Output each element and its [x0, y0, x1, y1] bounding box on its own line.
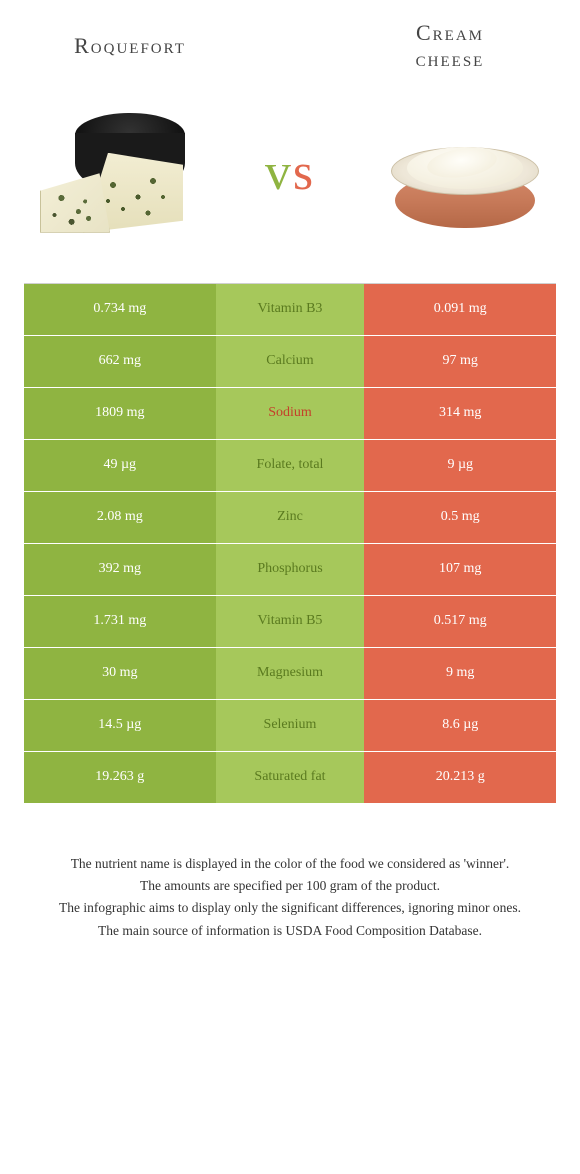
right-value: 314 mg: [364, 388, 556, 439]
food-right-line1: Cream: [416, 20, 484, 45]
left-value: 49 µg: [24, 440, 216, 491]
food-right-line2: cheese: [416, 46, 485, 71]
nutrient-name: Phosphorus: [216, 544, 365, 595]
roquefort-illustration: [35, 103, 195, 243]
table-row: 662 mgCalcium97 mg: [24, 336, 556, 388]
right-value: 107 mg: [364, 544, 556, 595]
right-value: 20.213 g: [364, 752, 556, 803]
left-value: 2.08 mg: [24, 492, 216, 543]
left-value: 1.731 mg: [24, 596, 216, 647]
left-value: 662 mg: [24, 336, 216, 387]
nutrient-name: Selenium: [216, 700, 365, 751]
left-value: 392 mg: [24, 544, 216, 595]
nutrient-name: Vitamin B5: [216, 596, 365, 647]
left-value: 1809 mg: [24, 388, 216, 439]
table-row: 0.734 mgVitamin B30.091 mg: [24, 284, 556, 336]
footer-line: The nutrient name is displayed in the co…: [40, 854, 540, 874]
table-row: 30 mgMagnesium9 mg: [24, 648, 556, 700]
nutrient-name: Vitamin B3: [216, 284, 365, 335]
nutrient-name: Folate, total: [216, 440, 365, 491]
table-row: 1.731 mgVitamin B50.517 mg: [24, 596, 556, 648]
footer-line: The infographic aims to display only the…: [40, 898, 540, 918]
nutrient-name: Saturated fat: [216, 752, 365, 803]
vs-label: vs: [265, 143, 315, 202]
cream-cheese-illustration: [385, 103, 545, 243]
table-row: 1809 mgSodium314 mg: [24, 388, 556, 440]
hero-row: vs: [0, 83, 580, 283]
left-value: 30 mg: [24, 648, 216, 699]
table-row: 14.5 µgSelenium8.6 µg: [24, 700, 556, 752]
nutrient-name: Calcium: [216, 336, 365, 387]
right-value: 0.091 mg: [364, 284, 556, 335]
left-value: 14.5 µg: [24, 700, 216, 751]
nutrient-name: Magnesium: [216, 648, 365, 699]
table-row: 2.08 mgZinc0.5 mg: [24, 492, 556, 544]
footer-line: The main source of information is USDA F…: [40, 921, 540, 941]
table-row: 392 mgPhosphorus107 mg: [24, 544, 556, 596]
comparison-table: 0.734 mgVitamin B30.091 mg662 mgCalcium9…: [24, 283, 556, 804]
footer-notes: The nutrient name is displayed in the co…: [0, 804, 580, 963]
right-value: 0.5 mg: [364, 492, 556, 543]
footer-line: The amounts are specified per 100 gram o…: [40, 876, 540, 896]
right-value: 0.517 mg: [364, 596, 556, 647]
right-value: 9 µg: [364, 440, 556, 491]
right-value: 8.6 µg: [364, 700, 556, 751]
food-left-title: Roquefort: [40, 33, 220, 59]
table-row: 49 µgFolate, total9 µg: [24, 440, 556, 492]
left-value: 19.263 g: [24, 752, 216, 803]
food-left-image: [30, 93, 200, 253]
nutrient-name: Zinc: [216, 492, 365, 543]
header: Roquefort Cream cheese: [0, 0, 580, 83]
right-value: 97 mg: [364, 336, 556, 387]
food-right-image: [380, 93, 550, 253]
left-value: 0.734 mg: [24, 284, 216, 335]
food-right-title: Cream cheese: [360, 20, 540, 73]
nutrient-name: Sodium: [216, 388, 365, 439]
right-value: 9 mg: [364, 648, 556, 699]
table-row: 19.263 gSaturated fat20.213 g: [24, 752, 556, 804]
